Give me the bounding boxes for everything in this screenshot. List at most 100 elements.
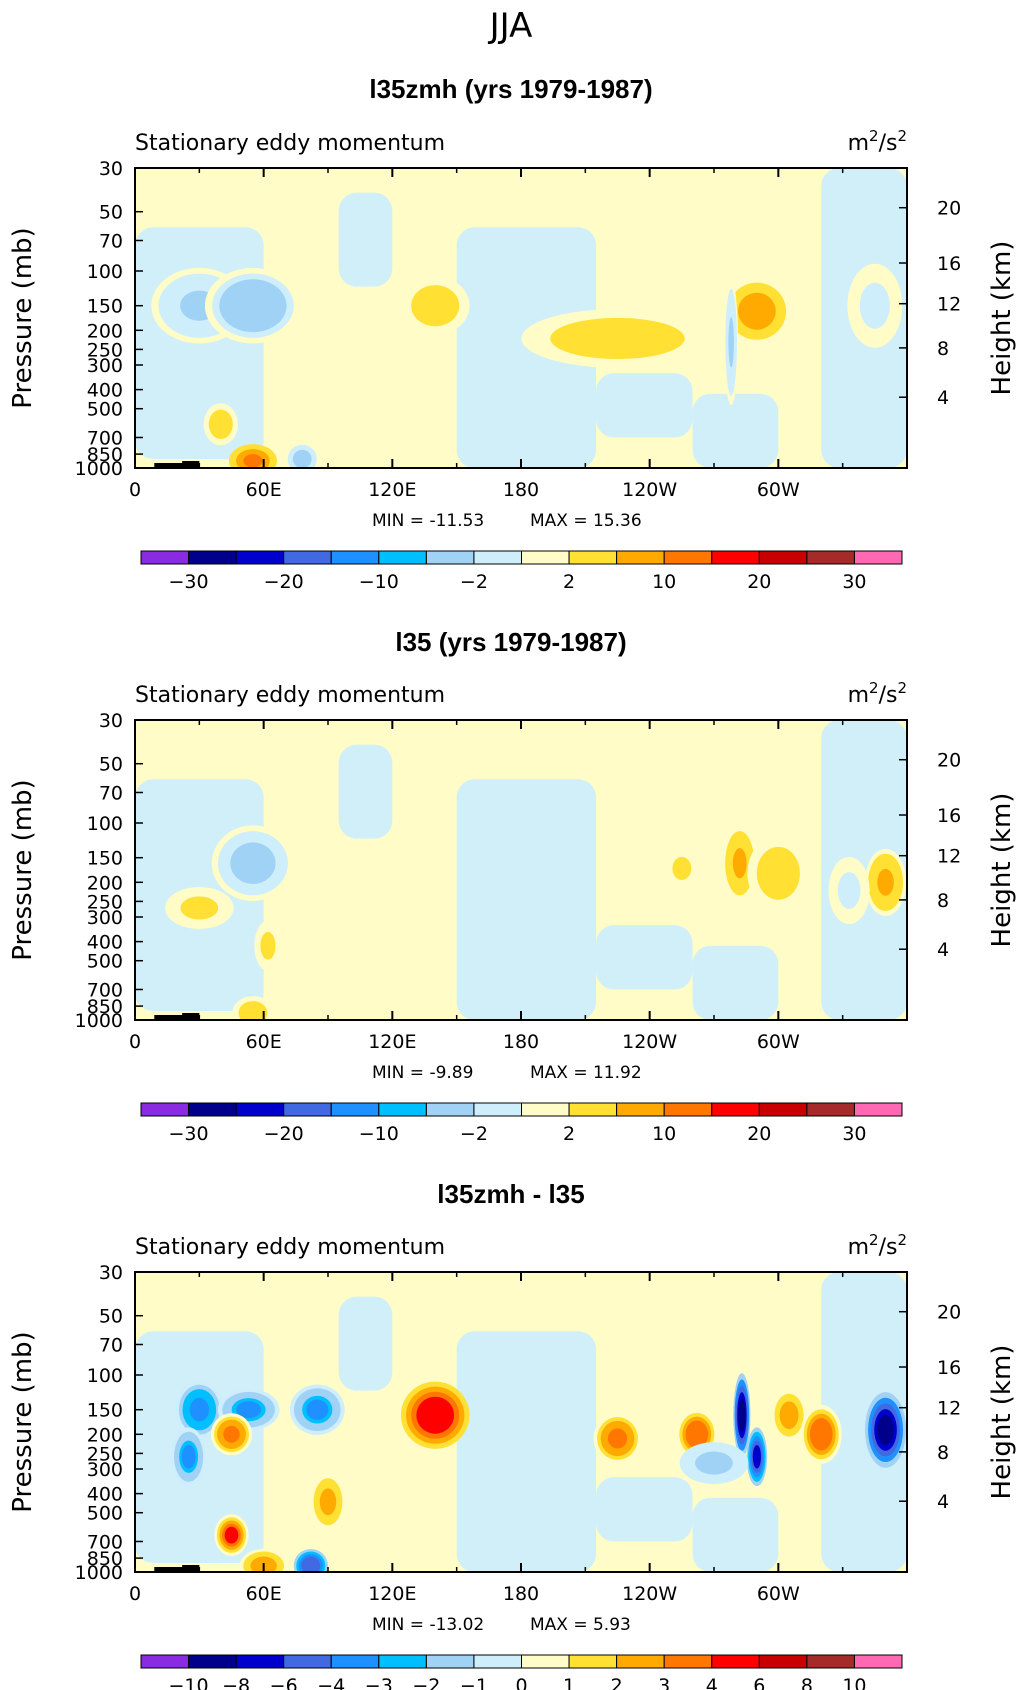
colorbar-swatch [806, 1654, 855, 1669]
colorbar-swatch [330, 1102, 380, 1117]
colorbar-label: −30 [169, 571, 209, 593]
contour-blob [421, 1401, 449, 1429]
colorbar-label: 1 [563, 1675, 575, 1690]
weak-band [596, 373, 693, 438]
chart-panel-1: l35zmh (yrs 1979-1987) Stationary eddy mo… [8, 74, 1017, 593]
x-tick-label: 180 [503, 1031, 539, 1053]
colorbar-label: −2 [460, 1123, 488, 1145]
x-tick-label: 60E [246, 479, 282, 501]
colorbar-swatch [330, 1654, 380, 1669]
y-right-tick-label: 20 [937, 198, 961, 220]
y-tick-label: 850 [87, 996, 123, 1018]
topography [182, 1013, 200, 1020]
y-tick-label: 700 [87, 1531, 123, 1553]
y-tick-label: 250 [87, 891, 123, 913]
chart-title: l35zmh - l35 [437, 1179, 584, 1209]
y-tick-label: 400 [87, 380, 123, 402]
contour-blob [840, 877, 858, 904]
colorbar-swatch [425, 1102, 475, 1117]
y-tick-label: 30 [99, 158, 123, 180]
y-tick-label: 300 [87, 907, 123, 929]
units-label: m2/s2 [848, 127, 907, 156]
topography [182, 461, 200, 468]
contour-blob [185, 899, 214, 917]
weak-band [692, 945, 779, 1020]
colorbar-swatch [188, 550, 237, 565]
colorbar-swatch [283, 550, 332, 565]
chart-panel-2: l35 (yrs 1979-1987) Stationary eddy momen… [8, 627, 1017, 1145]
contour-blob [607, 1428, 628, 1449]
colorbar-swatch [568, 1102, 618, 1117]
colorbar-label: 10 [652, 571, 676, 593]
y-right-tick-label: 12 [937, 846, 961, 868]
chart-title: l35zmh (yrs 1979-1987) [369, 74, 652, 104]
contour-blob [752, 1444, 762, 1469]
y-tick-label: 700 [87, 427, 123, 449]
colorbar-label: 2 [563, 571, 575, 593]
colorbar-swatch [235, 1654, 285, 1669]
y-tick-label: 500 [87, 1503, 123, 1525]
units-exponent: 2 [869, 1231, 879, 1249]
colorbar-swatch [806, 550, 855, 565]
min-label: MIN = -11.53 [372, 511, 484, 531]
y-tick-label: 500 [87, 951, 123, 973]
contour-blob [236, 1401, 262, 1419]
colorbar-swatch [521, 1102, 570, 1117]
y-tick-label: 50 [99, 1306, 123, 1328]
colorbar-label: −20 [264, 571, 304, 593]
colorbar-swatch [283, 1102, 332, 1117]
colorbar-label: −8 [222, 1675, 250, 1690]
weak-band [456, 779, 597, 1020]
units-exponent: 2 [869, 679, 879, 697]
colorbar-swatch [853, 1654, 903, 1669]
weak-band [692, 393, 779, 468]
topography [182, 1565, 200, 1572]
x-tick-label: 60E [246, 1031, 282, 1053]
colorbar-label: 6 [753, 1675, 765, 1690]
colorbar-label: −10 [169, 1675, 209, 1690]
colorbar-label: −10 [359, 571, 399, 593]
colorbar-swatch [235, 1102, 285, 1117]
colorbar-swatch [378, 1102, 427, 1117]
x-tick-label: 60E [246, 1583, 282, 1605]
colorbar-swatch [330, 550, 380, 565]
chart-subtitle: Stationary eddy momentum [135, 131, 445, 156]
y-tick-label: 850 [87, 444, 123, 466]
colorbar-swatch [758, 1102, 808, 1117]
colorbar-swatch [235, 550, 285, 565]
y-right-axis-label: Height (km) [987, 241, 1017, 396]
y-right-tick-label: 8 [937, 890, 949, 912]
contour-blob [262, 935, 274, 956]
colorbar-label: 10 [652, 1123, 676, 1145]
y-tick-label: 50 [99, 202, 123, 224]
max-label: MAX = 15.36 [530, 511, 642, 531]
topography [154, 1015, 200, 1020]
colorbar-swatch [521, 1654, 570, 1669]
colorbar-swatch [616, 1654, 665, 1669]
colorbar-label: −30 [169, 1123, 209, 1145]
colorbar-label: 3 [658, 1675, 670, 1690]
contour-blob [295, 452, 310, 466]
y-tick-label: 150 [87, 296, 123, 318]
page-title: JJA [488, 6, 533, 46]
y-tick-label: 250 [87, 1443, 123, 1465]
colorbar-swatch [283, 1654, 332, 1669]
contour-blob [782, 1405, 796, 1426]
colorbar-swatch [378, 550, 427, 565]
y-right-tick-label: 20 [937, 750, 961, 772]
topography [154, 463, 200, 468]
contour-blob [732, 848, 747, 879]
y-tick-label: 700 [87, 979, 123, 1001]
colorbar-swatch [758, 1654, 808, 1669]
y-tick-label: 70 [99, 1334, 123, 1356]
contour-blob [877, 1414, 894, 1446]
contour-blob [738, 1398, 746, 1433]
units-exponent: 2 [897, 1231, 907, 1249]
units-label: m2/s2 [848, 679, 907, 708]
y-right-tick-label: 8 [937, 1442, 949, 1464]
colorbar-label: 4 [706, 1675, 718, 1690]
x-tick-label: 60W [757, 1583, 800, 1605]
y-tick-label: 150 [87, 1400, 123, 1422]
colorbar-swatch [473, 1102, 522, 1117]
y-tick-label: 400 [87, 1484, 123, 1506]
